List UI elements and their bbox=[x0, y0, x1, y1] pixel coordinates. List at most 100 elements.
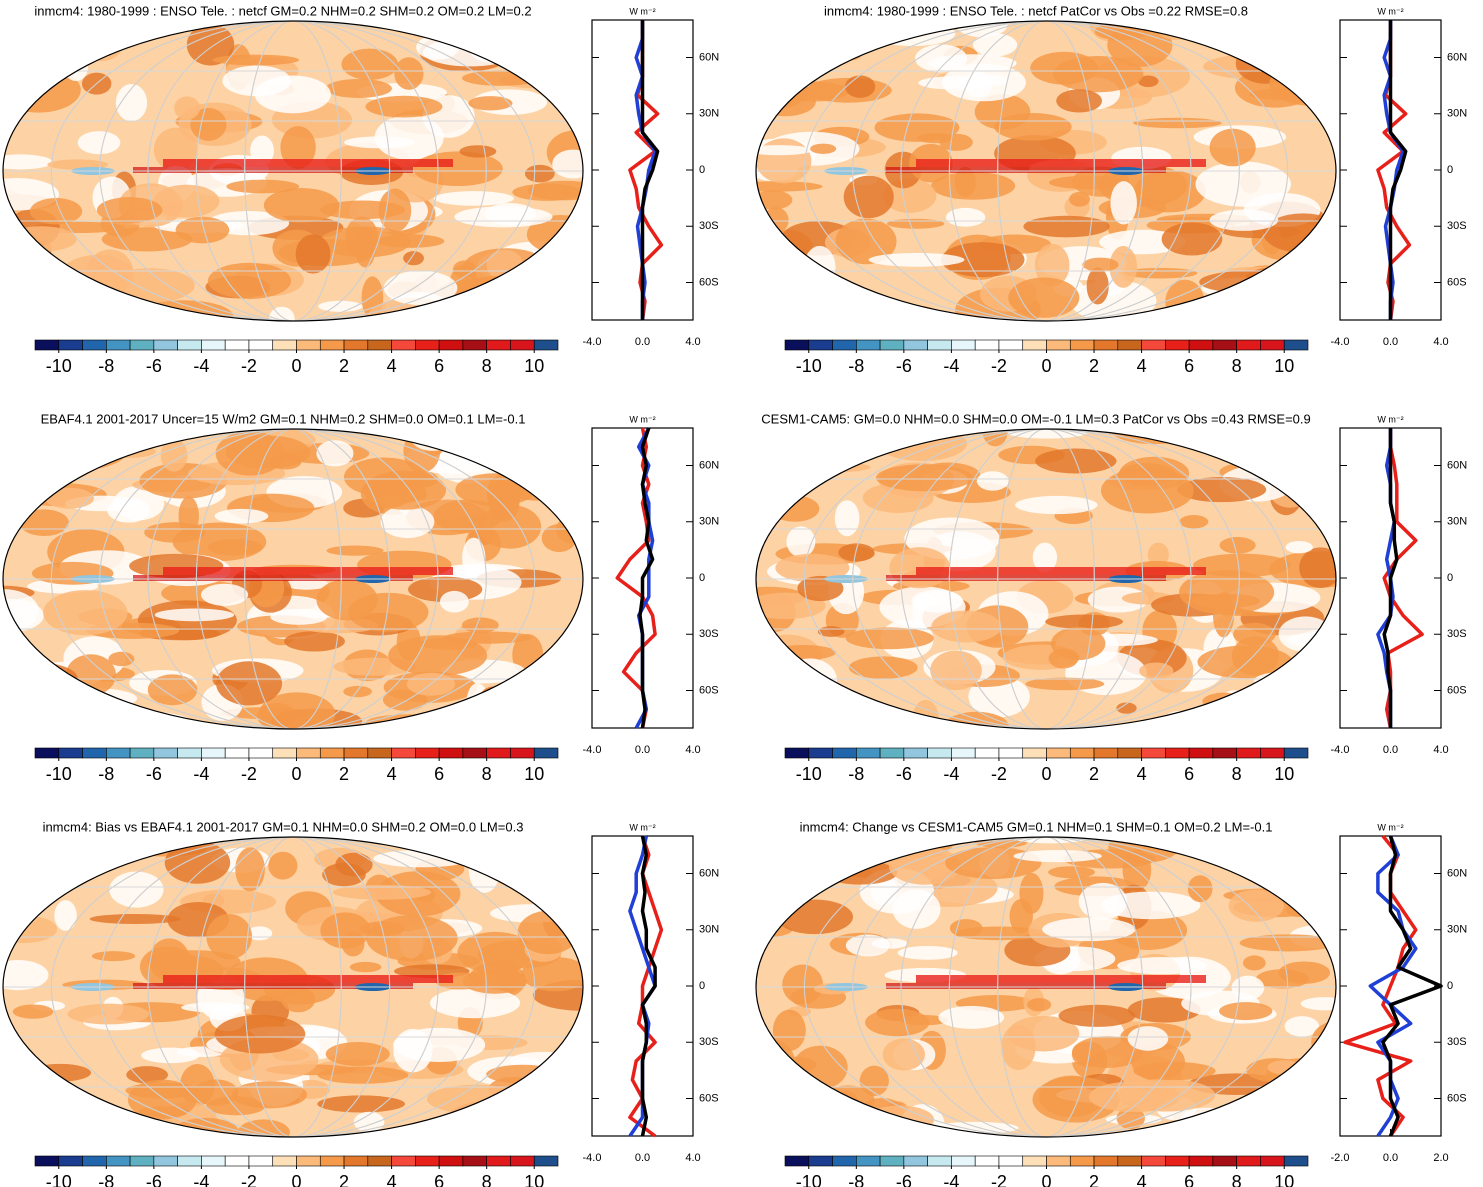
map-patch bbox=[344, 136, 415, 149]
map-patch bbox=[888, 847, 962, 885]
map-patch bbox=[540, 301, 566, 314]
map-patch bbox=[1109, 245, 1138, 288]
map-patch bbox=[1086, 267, 1109, 305]
map-patch bbox=[524, 164, 555, 183]
colorbar-box bbox=[153, 747, 178, 759]
map-outline bbox=[2, 428, 584, 730]
colorbar-box bbox=[106, 1155, 131, 1167]
map-patch bbox=[413, 151, 503, 187]
map-patch bbox=[1228, 889, 1284, 922]
map-patch bbox=[426, 1084, 524, 1114]
colorbar-box bbox=[1022, 339, 1047, 351]
map-patch bbox=[1136, 837, 1201, 848]
map-patch bbox=[539, 698, 562, 729]
map-patch bbox=[231, 1081, 308, 1109]
colorbar-box bbox=[201, 747, 226, 759]
map-patch bbox=[1209, 128, 1256, 167]
colorbar-label: 10 bbox=[1274, 764, 1294, 784]
colorbar-label: -8 bbox=[848, 1172, 864, 1187]
colorbar-label: -2 bbox=[991, 764, 1007, 784]
colorbar-box bbox=[1260, 339, 1285, 351]
map-patch bbox=[316, 440, 354, 467]
map-patch bbox=[1049, 175, 1126, 190]
colorbar-label: -6 bbox=[896, 1172, 912, 1187]
colorbar-box bbox=[832, 747, 857, 759]
colorbar-box bbox=[510, 1155, 535, 1167]
zonal-units: W m⁻² bbox=[1377, 414, 1403, 424]
map-patch bbox=[1027, 998, 1052, 1012]
map-patch bbox=[1278, 961, 1331, 984]
colorbar-label: 4 bbox=[1137, 356, 1147, 376]
map-patch bbox=[23, 862, 47, 887]
map-patch bbox=[812, 1103, 854, 1137]
colorbar-label: -6 bbox=[146, 356, 162, 376]
colorbar-box bbox=[784, 339, 810, 351]
map-patch bbox=[1100, 891, 1201, 920]
map-patch bbox=[1281, 485, 1336, 496]
map-patch bbox=[435, 298, 462, 316]
colorbar-box bbox=[1022, 1155, 1047, 1167]
map-patch bbox=[480, 686, 508, 709]
colorbar-box bbox=[367, 339, 392, 351]
x-tick-label: 4.0 bbox=[1433, 336, 1448, 348]
map-patch bbox=[1069, 191, 1090, 207]
map-patch bbox=[226, 179, 300, 194]
colorbar-box bbox=[462, 747, 487, 759]
map-stripe bbox=[133, 575, 413, 581]
map-patch bbox=[1273, 1101, 1311, 1125]
map-patch bbox=[86, 1114, 159, 1137]
map-patch bbox=[263, 187, 340, 223]
colorbar-box bbox=[34, 747, 60, 759]
map-patch bbox=[843, 175, 894, 219]
map-patch bbox=[770, 711, 852, 729]
map-patch bbox=[539, 1108, 583, 1137]
colorbar-label: 0 bbox=[1041, 1172, 1051, 1187]
map-patch bbox=[363, 470, 447, 510]
x-tick-label: -4.0 bbox=[583, 744, 602, 756]
colorbar-box bbox=[903, 339, 928, 351]
map-patch bbox=[68, 841, 105, 874]
zonal-line bbox=[1368, 835, 1418, 1137]
map-patch bbox=[1274, 264, 1336, 309]
colorbar-label: 6 bbox=[1184, 356, 1194, 376]
colorbar-box bbox=[903, 1155, 928, 1167]
map-stripe bbox=[133, 983, 413, 989]
colorbar-box bbox=[510, 339, 535, 351]
map-patch bbox=[317, 1095, 405, 1113]
y-tick-label: 60S bbox=[699, 684, 719, 696]
map-patch bbox=[174, 96, 201, 120]
map-patch bbox=[500, 271, 583, 292]
map-patch bbox=[222, 65, 291, 97]
map-patch bbox=[1082, 257, 1119, 272]
colorbar-box bbox=[927, 747, 952, 759]
colorbar-label: 10 bbox=[524, 764, 544, 784]
map-patch bbox=[1284, 1016, 1320, 1037]
colorbar-box bbox=[296, 339, 321, 351]
colorbar-label: -10 bbox=[796, 764, 822, 784]
colorbar-box bbox=[296, 1155, 321, 1167]
colorbar-label: 8 bbox=[482, 356, 492, 376]
x-tick-label: -2.0 bbox=[1331, 1152, 1350, 1164]
colorbar-box bbox=[1141, 1155, 1166, 1167]
map-patch bbox=[332, 884, 432, 900]
map-patch bbox=[776, 899, 853, 935]
x-tick-label: 0.0 bbox=[1383, 336, 1398, 348]
y-tick-label: 30S bbox=[1447, 1036, 1467, 1048]
map-patch bbox=[366, 915, 458, 962]
colorbar-label: 0 bbox=[1041, 356, 1051, 376]
colorbar-box bbox=[129, 1155, 155, 1167]
colorbar-box bbox=[367, 747, 392, 759]
map-stripe bbox=[163, 159, 453, 167]
colorbar-box bbox=[1046, 747, 1071, 759]
map-patch bbox=[3, 302, 28, 321]
map-patch bbox=[345, 216, 379, 259]
colorbar-label: 2 bbox=[339, 356, 349, 376]
colorbar-label: -8 bbox=[848, 764, 864, 784]
y-tick-label: 30S bbox=[699, 628, 719, 640]
map-stripe bbox=[916, 159, 1206, 167]
colorbar-box bbox=[998, 339, 1024, 351]
map-patch bbox=[773, 461, 871, 473]
colorbar-box bbox=[784, 747, 810, 759]
y-tick-label: 60N bbox=[1447, 867, 1467, 879]
map-patch bbox=[181, 1002, 250, 1013]
